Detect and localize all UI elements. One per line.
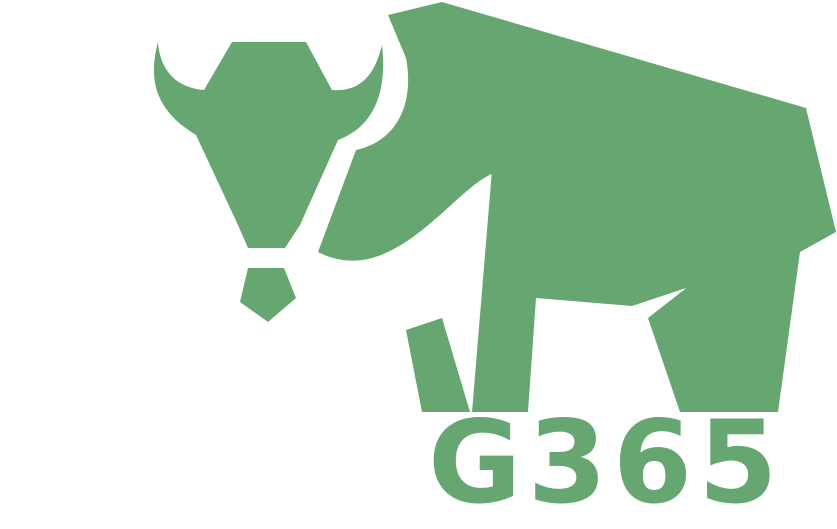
bison-hind-leg [648,282,728,412]
bison-front-leg [406,318,470,412]
logo-wordmark: G365 [428,396,784,529]
bison-icon [153,2,836,412]
bison-muzzle [240,268,296,322]
bison-body [318,2,836,412]
bison-shape [153,2,836,412]
bison-head [153,42,384,248]
brand-logo: G365 [153,2,836,529]
